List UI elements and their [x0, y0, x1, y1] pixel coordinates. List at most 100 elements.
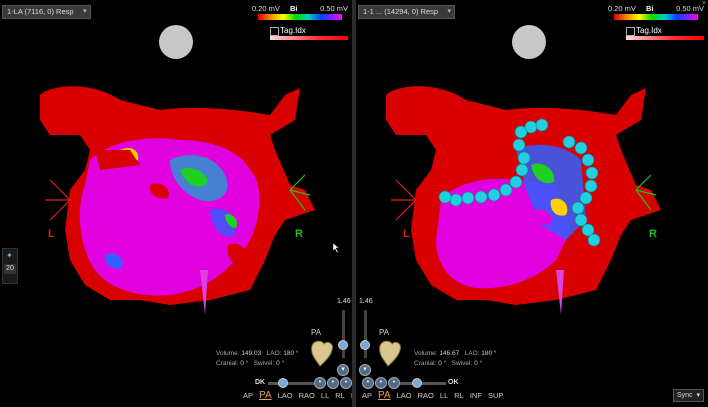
tab-rl[interactable]: RL	[454, 391, 464, 400]
volume-value: 146.67	[439, 350, 460, 357]
tag-color-bar	[270, 36, 348, 40]
heart-orientation-icon[interactable]	[306, 336, 338, 368]
tag-icon	[270, 27, 279, 36]
tag-index-legend: Tag.Idx	[270, 26, 348, 40]
tag-label: Tag.Idx	[636, 26, 662, 35]
chevron-down-icon: ▾	[696, 392, 700, 399]
zoom-value: 1.46	[359, 298, 373, 305]
zoom-slider-knob[interactable]	[338, 340, 348, 350]
opacity-label: DK	[255, 379, 266, 386]
left-map-view[interactable]: 1-LA (7116, 0) Resp ▾ 0.20 mV Bi 0.50 mV…	[0, 0, 352, 407]
tab-inf[interactable]: INF	[469, 391, 482, 400]
zoom-slider[interactable]	[364, 310, 367, 358]
volume-label: Volume:	[414, 350, 438, 357]
opacity-slider[interactable]	[268, 382, 314, 385]
opacity-slider-knob[interactable]	[412, 378, 422, 388]
volume-label: Volume:	[216, 350, 240, 357]
toolbar-number[interactable]: 20	[4, 264, 16, 274]
tab-ll[interactable]: LL	[439, 391, 449, 400]
cranial-value: 0 °	[240, 360, 249, 367]
scale-type-label: Bi	[646, 4, 654, 13]
view-button-b[interactable]: •	[327, 377, 339, 389]
tab-ap[interactable]: AP	[362, 391, 373, 400]
orientation-sphere[interactable]	[159, 25, 193, 59]
tab-rao[interactable]: RAO	[417, 391, 434, 400]
map-selector-label: 1-LA (7116, 0) Resp	[7, 7, 74, 16]
lao-value: 180 °	[283, 350, 299, 357]
cranial-value: 0 °	[438, 360, 447, 367]
chevron-down-icon: ▾	[447, 8, 452, 15]
tab-inf[interactable]: INF	[351, 391, 352, 400]
mouse-cursor-icon	[333, 243, 340, 253]
scale-type-label: Bi	[290, 4, 298, 13]
projection-label: PA	[379, 328, 390, 337]
axis-label-left: L	[403, 228, 410, 240]
opacity-slider-knob[interactable]	[278, 378, 288, 388]
left-anatomy-map[interactable]	[0, 0, 352, 407]
tab-sup[interactable]: SUP	[487, 391, 504, 400]
scale-low-label: 0.20 mV	[608, 4, 636, 13]
rotate-down-button[interactable]: ▾	[337, 364, 349, 376]
sync-dropdown[interactable]: Sync ▾	[673, 389, 704, 402]
swivel-value: 0 °	[276, 360, 285, 367]
tab-pa[interactable]: PA	[378, 390, 391, 401]
lao-label: LAO:	[266, 350, 282, 357]
rotate-down-button[interactable]: ▾	[359, 364, 371, 376]
right-map-view[interactable]: 1-1 ... (14294, 0) Resp ▾ 0.20 mV Bi 0.5…	[356, 0, 708, 407]
tab-ll[interactable]: LL	[320, 391, 330, 400]
cranial-label: Cranial:	[414, 360, 437, 367]
orientation-sphere[interactable]	[512, 25, 546, 59]
view-button-c[interactable]: •	[340, 377, 352, 389]
view-button-a[interactable]: •	[314, 377, 326, 389]
zoom-value: 1.46	[337, 298, 351, 305]
voltage-color-bar[interactable]	[258, 14, 342, 20]
tab-rao[interactable]: RAO	[298, 391, 315, 400]
tag-label: Tag.Idx	[280, 26, 306, 35]
zoom-slider[interactable]	[342, 310, 345, 358]
projection-label: PA	[311, 328, 322, 337]
axis-label-right: R	[649, 228, 657, 240]
sync-label: Sync	[677, 392, 693, 399]
close-icon[interactable]: ×	[701, 0, 706, 7]
tab-ap[interactable]: AP	[243, 391, 254, 400]
view-button-c[interactable]: •	[388, 377, 400, 389]
heart-orientation-icon[interactable]	[374, 336, 406, 368]
swivel-label: Swivel:	[253, 360, 275, 367]
tab-lao[interactable]: LAO	[277, 391, 293, 400]
volume-info: Volume: 149.03 LAO: 180 ° Cranial: 0 ° S…	[216, 349, 299, 369]
axis-label-left: L	[48, 228, 55, 240]
opacity-label: OK	[448, 379, 459, 386]
map-selector-label: 1-1 ... (14294, 0) Resp	[363, 7, 439, 16]
voltage-scale: 0.20 mV Bi 0.50 mV	[252, 4, 348, 30]
swivel-value: 0 °	[474, 360, 483, 367]
opacity-slider[interactable]	[400, 382, 446, 385]
right-map-selector[interactable]: 1-1 ... (14294, 0) Resp ▾	[358, 5, 456, 19]
pane-divider[interactable]	[352, 0, 356, 407]
tag-icon	[626, 27, 635, 36]
tab-rl[interactable]: RL	[335, 391, 345, 400]
lao-value: 180 °	[481, 350, 497, 357]
tab-lao[interactable]: LAO	[396, 391, 412, 400]
tool-icon[interactable]: ✦	[6, 251, 13, 260]
zoom-slider-knob[interactable]	[360, 340, 370, 350]
view-button-b[interactable]: •	[375, 377, 387, 389]
right-view-tabs[interactable]: AP PA LAO RAO LL RL INF SUP	[362, 390, 509, 401]
side-toolbar[interactable]: ✦ 20	[2, 248, 18, 284]
tag-color-bar	[626, 36, 704, 40]
scale-low-label: 0.20 mV	[252, 4, 280, 13]
tag-index-legend: Tag.Idx	[626, 26, 704, 40]
volume-value: 149.03	[241, 350, 262, 357]
voltage-scale: 0.20 mV Bi 0.50 mV	[608, 4, 704, 30]
chevron-down-icon: ▾	[83, 8, 87, 15]
voltage-color-bar[interactable]	[614, 14, 698, 20]
scale-high-label: 0.50 mV	[320, 4, 348, 13]
left-map-selector[interactable]: 1-LA (7116, 0) Resp ▾	[2, 5, 91, 19]
view-button-a[interactable]: •	[362, 377, 374, 389]
right-anatomy-map[interactable]	[356, 0, 708, 407]
volume-info: Volume: 146.67 LAO: 180 ° Cranial: 0 ° S…	[414, 349, 497, 369]
cranial-label: Cranial:	[216, 360, 239, 367]
axis-label-right: R	[295, 228, 303, 240]
tab-pa[interactable]: PA	[259, 390, 272, 401]
swivel-label: Swivel:	[451, 360, 473, 367]
